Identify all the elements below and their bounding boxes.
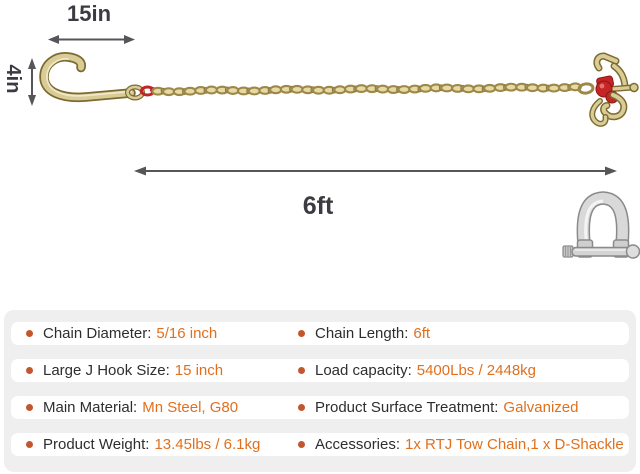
- hook-height-dimension-label: 4in: [2, 64, 24, 94]
- spec-value: 5400Lbs / 2448kg: [416, 362, 537, 379]
- chain-length-dimension-label: 6ft: [302, 192, 334, 220]
- spec-product-weight: Product Weight: 13.45lbs / 6.1kg: [26, 433, 298, 456]
- spec-value: Mn Steel, G80: [142, 399, 239, 416]
- spec-accessories: Accessories: 1x RTJ Tow Chain,1 x D-Shac…: [298, 433, 629, 456]
- spec-chain-length: Chain Length: 6ft: [298, 322, 629, 345]
- spec-row-2: Large J Hook Size: 15 inch Load capacity…: [11, 359, 629, 382]
- bullet-icon: [298, 404, 305, 411]
- spec-label: Chain Length:: [315, 325, 409, 342]
- rtj-hook-cluster-icon: [577, 52, 639, 127]
- product-diagram: 15in 4in 6ft: [2, 1, 640, 259]
- bullet-icon: [26, 330, 33, 337]
- spec-row-4: Product Weight: 13.45lbs / 6.1kg Accesso…: [11, 433, 629, 456]
- bullet-icon: [298, 441, 305, 448]
- bullet-icon: [298, 367, 305, 374]
- spec-value: 1x RTJ Tow Chain,1 x D-Shackle: [405, 436, 624, 453]
- spec-load-capacity: Load capacity: 5400Lbs / 2448kg: [298, 359, 629, 382]
- spec-label: Accessories:: [315, 436, 401, 453]
- hook-length-arrow: [48, 35, 135, 44]
- bullet-icon: [26, 404, 33, 411]
- diagram-svg: [28, 35, 640, 259]
- spec-row-1: Chain Diameter: 5/16 inch Chain Length: …: [11, 322, 629, 345]
- hook-height-arrow: [28, 58, 36, 106]
- spec-panel: Chain Diameter: 5/16 inch Chain Length: …: [4, 310, 636, 472]
- spec-label: Product Surface Treatment:: [315, 399, 499, 416]
- j-hook-icon: [39, 52, 145, 103]
- bullet-icon: [26, 367, 33, 374]
- spec-row-3: Main Material: Mn Steel, G80 Product Sur…: [11, 396, 629, 419]
- spec-label: Load capacity:: [315, 362, 412, 379]
- spec-value: 5/16 inch: [156, 325, 218, 342]
- bullet-icon: [298, 330, 305, 337]
- chain-length-arrow: [134, 166, 617, 176]
- spec-main-material: Main Material: Mn Steel, G80: [26, 396, 298, 419]
- spec-chain-diameter: Chain Diameter: 5/16 inch: [26, 322, 298, 345]
- bullet-icon: [26, 441, 33, 448]
- spec-value: Galvanized: [503, 399, 579, 416]
- spec-value: 15 inch: [174, 362, 224, 379]
- hook-length-dimension-label: 15in: [66, 1, 112, 26]
- spec-label: Chain Diameter:: [43, 325, 152, 342]
- spec-label: Product Weight:: [43, 436, 150, 453]
- spec-surface-treatment: Product Surface Treatment: Galvanized: [298, 396, 629, 419]
- spec-value: 6ft: [413, 325, 431, 342]
- d-shackle-icon: [562, 191, 640, 259]
- spec-j-hook-size: Large J Hook Size: 15 inch: [26, 359, 298, 382]
- spec-value: 13.45lbs / 6.1kg: [154, 436, 261, 453]
- spec-label: Main Material:: [43, 399, 138, 416]
- chain: [151, 82, 582, 97]
- spec-label: Large J Hook Size:: [43, 362, 170, 379]
